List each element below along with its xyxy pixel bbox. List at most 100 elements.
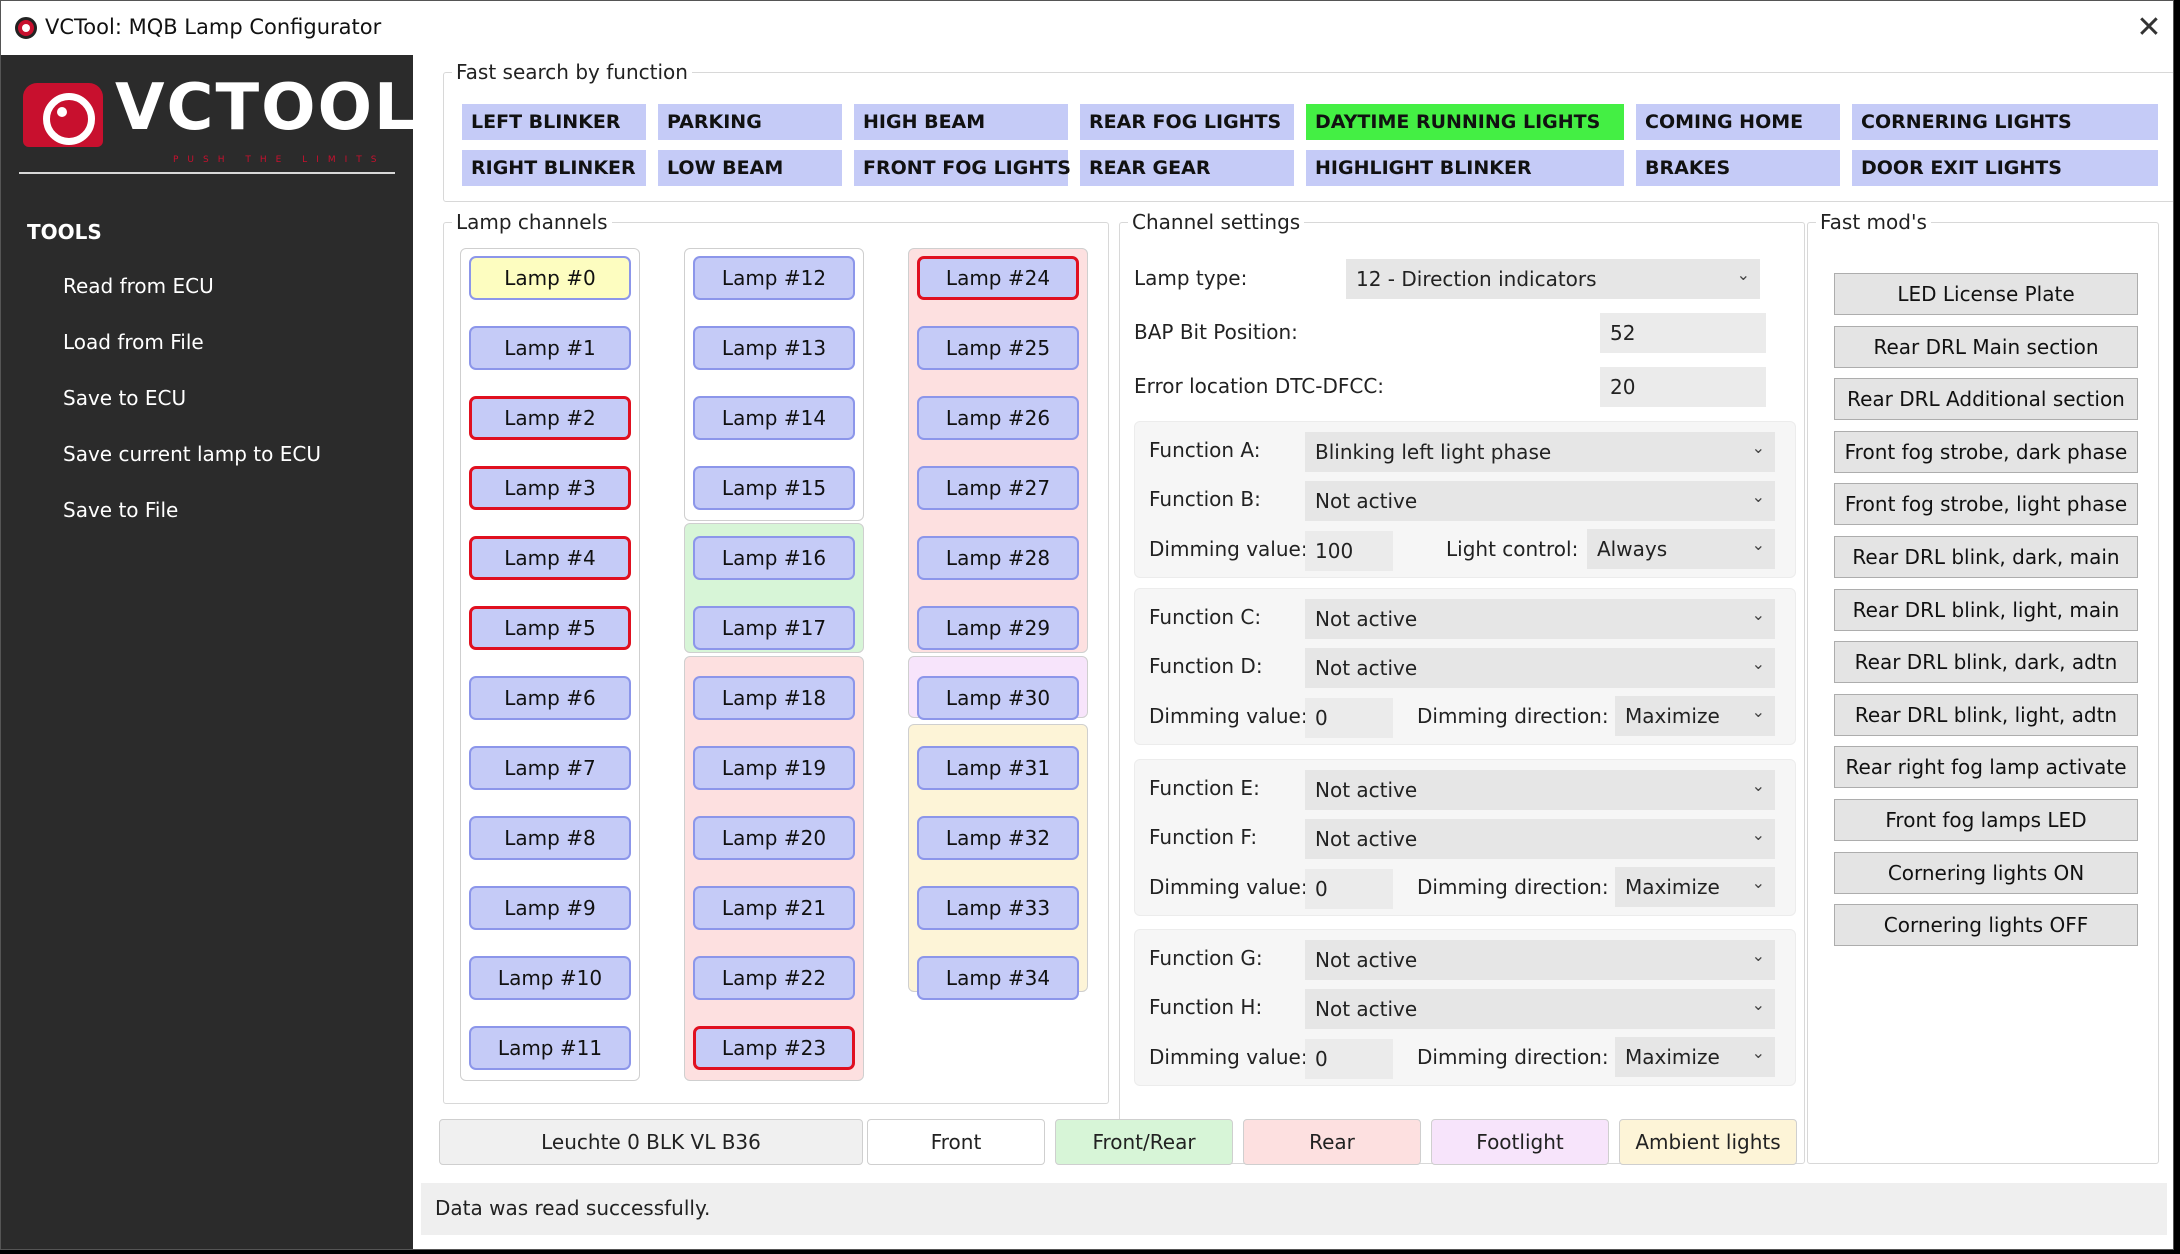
lamp-button-20[interactable]: Lamp #20 [693, 816, 855, 860]
fast-search-left-blinker[interactable]: LEFT BLINKER [462, 104, 646, 140]
function-select[interactable]: Not active ⌄ [1305, 599, 1775, 639]
fast-search-rear-fog-lights[interactable]: REAR FOG LIGHTS [1080, 104, 1294, 140]
lamp-button-25[interactable]: Lamp #25 [917, 326, 1079, 370]
lamp-button-22[interactable]: Lamp #22 [693, 956, 855, 1000]
fast-mod-cornering-lights-on[interactable]: Cornering lights ON [1834, 851, 2138, 894]
function-select[interactable]: Not active ⌄ [1305, 940, 1775, 980]
lamp-button-30[interactable]: Lamp #30 [917, 676, 1079, 720]
lamp-button-4[interactable]: Lamp #4 [469, 536, 631, 580]
dimming-direction-value: Maximize [1625, 875, 1720, 899]
lamp-button-8[interactable]: Lamp #8 [469, 816, 631, 860]
lamp-button-23[interactable]: Lamp #23 [693, 1026, 855, 1070]
lamp-button-33[interactable]: Lamp #33 [917, 886, 1079, 930]
lamp-button-31[interactable]: Lamp #31 [917, 746, 1079, 790]
function-select[interactable]: Not active ⌄ [1305, 770, 1775, 810]
lamp-button-19[interactable]: Lamp #19 [693, 746, 855, 790]
lamp-button-24[interactable]: Lamp #24 [917, 256, 1079, 300]
light-control-value: Always [1597, 537, 1668, 561]
lamp-button-15[interactable]: Lamp #15 [693, 466, 855, 510]
menu-read-from-ecu[interactable]: Read from ECU [63, 274, 214, 298]
function-select[interactable]: Blinking left light phase ⌄ [1305, 432, 1775, 472]
window-title: VCTool: MQB Lamp Configurator [45, 15, 382, 39]
fast-mod-rear-drl-additional-section[interactable]: Rear DRL Additional section [1834, 378, 2138, 421]
fast-search-front-fog-lights[interactable]: FRONT FOG LIGHTS [854, 150, 1071, 186]
fast-search-parking[interactable]: PARKING [658, 104, 842, 140]
fast-mod-rear-drl-blink-light-adtn[interactable]: Rear DRL blink, light, adtn [1834, 693, 2138, 736]
tools-heading: TOOLS [27, 220, 102, 244]
dimming-direction-select[interactable]: Maximize ⌄ [1615, 1037, 1775, 1077]
lamp-button-18[interactable]: Lamp #18 [693, 676, 855, 720]
fast-mod-rear-right-fog-lamp-activate[interactable]: Rear right fog lamp activate [1834, 746, 2138, 789]
fast-mod-rear-drl-main-section[interactable]: Rear DRL Main section [1834, 325, 2138, 368]
dimming-value-input[interactable]: 100 [1305, 531, 1393, 571]
lamp-button-27[interactable]: Lamp #27 [917, 466, 1079, 510]
lamp-button-0[interactable]: Lamp #0 [469, 256, 631, 300]
menu-save-to-ecu[interactable]: Save to ECU [63, 386, 187, 410]
lamp-button-6[interactable]: Lamp #6 [469, 676, 631, 720]
fast-search-high-beam[interactable]: HIGH BEAM [854, 104, 1068, 140]
fast-mod-front-fog-lamps-led[interactable]: Front fog lamps LED [1834, 799, 2138, 841]
bap-input[interactable]: 52 [1600, 313, 1766, 353]
menu-save-to-file[interactable]: Save to File [63, 498, 179, 522]
lamp-button-3[interactable]: Lamp #3 [469, 466, 631, 510]
fast-mod-rear-drl-blink-light-main[interactable]: Rear DRL blink, light, main [1834, 588, 2138, 631]
fast-search-daytime-running-lights[interactable]: DAYTIME RUNNING LIGHTS [1306, 104, 1624, 140]
logo-slogan: PUSH THE LIMITS [173, 155, 386, 165]
function-select[interactable]: Not active ⌄ [1305, 819, 1775, 859]
function-group-4: Function G: Not active ⌄ Function H: Not act… [1134, 929, 1796, 1086]
lamp-button-9[interactable]: Lamp #9 [469, 886, 631, 930]
menu-load-from-file[interactable]: Load from File [63, 330, 204, 354]
lamp-button-10[interactable]: Lamp #10 [469, 956, 631, 1000]
lamp-button-21[interactable]: Lamp #21 [693, 886, 855, 930]
lamp-button-7[interactable]: Lamp #7 [469, 746, 631, 790]
light-control-label: Light control: [1446, 537, 1579, 561]
fast-mod-rear-drl-blink-dark-adtn[interactable]: Rear DRL blink, dark, adtn [1834, 641, 2138, 684]
fast-mod-rear-drl-blink-dark-main[interactable]: Rear DRL blink, dark, main [1834, 536, 2138, 578]
lamp-button-14[interactable]: Lamp #14 [693, 396, 855, 440]
fast-mod-front-fog-strobe-light-phase[interactable]: Front fog strobe, light phase [1834, 483, 2138, 526]
dimming-value-input[interactable]: 0 [1305, 1039, 1393, 1079]
light-control-select[interactable]: Always ⌄ [1587, 529, 1775, 569]
lamp-button-11[interactable]: Lamp #11 [469, 1026, 631, 1070]
function-value: Not active [1315, 656, 1418, 680]
lamp-button-28[interactable]: Lamp #28 [917, 536, 1079, 580]
dimming-direction-select[interactable]: Maximize ⌄ [1615, 867, 1775, 907]
fast-search-highlight-blinker[interactable]: HIGHLIGHT BLINKER [1306, 150, 1624, 186]
close-icon[interactable]: ✕ [2136, 10, 2162, 45]
lamp-button-17[interactable]: Lamp #17 [693, 606, 855, 650]
lamp-button-13[interactable]: Lamp #13 [693, 326, 855, 370]
dimming-value-input[interactable]: 0 [1305, 869, 1393, 909]
legend-ambient-lights: Ambient lights [1619, 1119, 1797, 1165]
lamp-button-1[interactable]: Lamp #1 [469, 326, 631, 370]
lamp-button-12[interactable]: Lamp #12 [693, 256, 855, 300]
fast-mod-cornering-lights-off[interactable]: Cornering lights OFF [1834, 904, 2138, 947]
lamp-button-29[interactable]: Lamp #29 [917, 606, 1079, 650]
fast-search-low-beam[interactable]: LOW BEAM [658, 150, 842, 186]
lamp-button-2[interactable]: Lamp #2 [469, 396, 631, 440]
lamp-button-34[interactable]: Lamp #34 [917, 956, 1079, 1000]
lamp-button-26[interactable]: Lamp #26 [917, 396, 1079, 440]
lamp-button-5[interactable]: Lamp #5 [469, 606, 631, 650]
fast-mod-front-fog-strobe-dark-phase[interactable]: Front fog strobe, dark phase [1834, 430, 2138, 473]
fast-mod-led-license-plate[interactable]: LED License Plate [1834, 273, 2138, 315]
fast-search-group: Fast search by function LEFT BLINKER PARK… [443, 60, 2173, 202]
chevron-down-icon: ⌄ [1751, 873, 1765, 892]
dimming-direction-select[interactable]: Maximize ⌄ [1615, 696, 1775, 736]
fast-search-rear-gear[interactable]: REAR GEAR [1080, 150, 1294, 186]
dimming-value-input[interactable]: 0 [1305, 698, 1393, 738]
error-location-input[interactable]: 20 [1600, 367, 1766, 407]
status-bar: Data was read successfully. [421, 1183, 2167, 1235]
function-select[interactable]: Not active ⌄ [1305, 648, 1775, 688]
function-select[interactable]: Not active ⌄ [1305, 989, 1775, 1029]
fast-search-brakes[interactable]: BRAKES [1636, 150, 1840, 186]
fast-search-cornering-lights[interactable]: CORNERING LIGHTS [1852, 104, 2158, 140]
fast-search-coming-home[interactable]: COMING HOME [1636, 104, 1840, 140]
lamp-button-16[interactable]: Lamp #16 [693, 536, 855, 580]
function-select[interactable]: Not active ⌄ [1305, 481, 1775, 521]
fast-search-door-exit-lights[interactable]: DOOR EXIT LIGHTS [1852, 150, 2158, 186]
lamp-button-32[interactable]: Lamp #32 [917, 816, 1079, 860]
fast-search-right-blinker[interactable]: RIGHT BLINKER [462, 150, 646, 186]
lamp-type-select[interactable]: 12 - Direction indicators ⌄ [1346, 259, 1760, 299]
menu-save-current-lamp[interactable]: Save current lamp to ECU [63, 442, 321, 466]
